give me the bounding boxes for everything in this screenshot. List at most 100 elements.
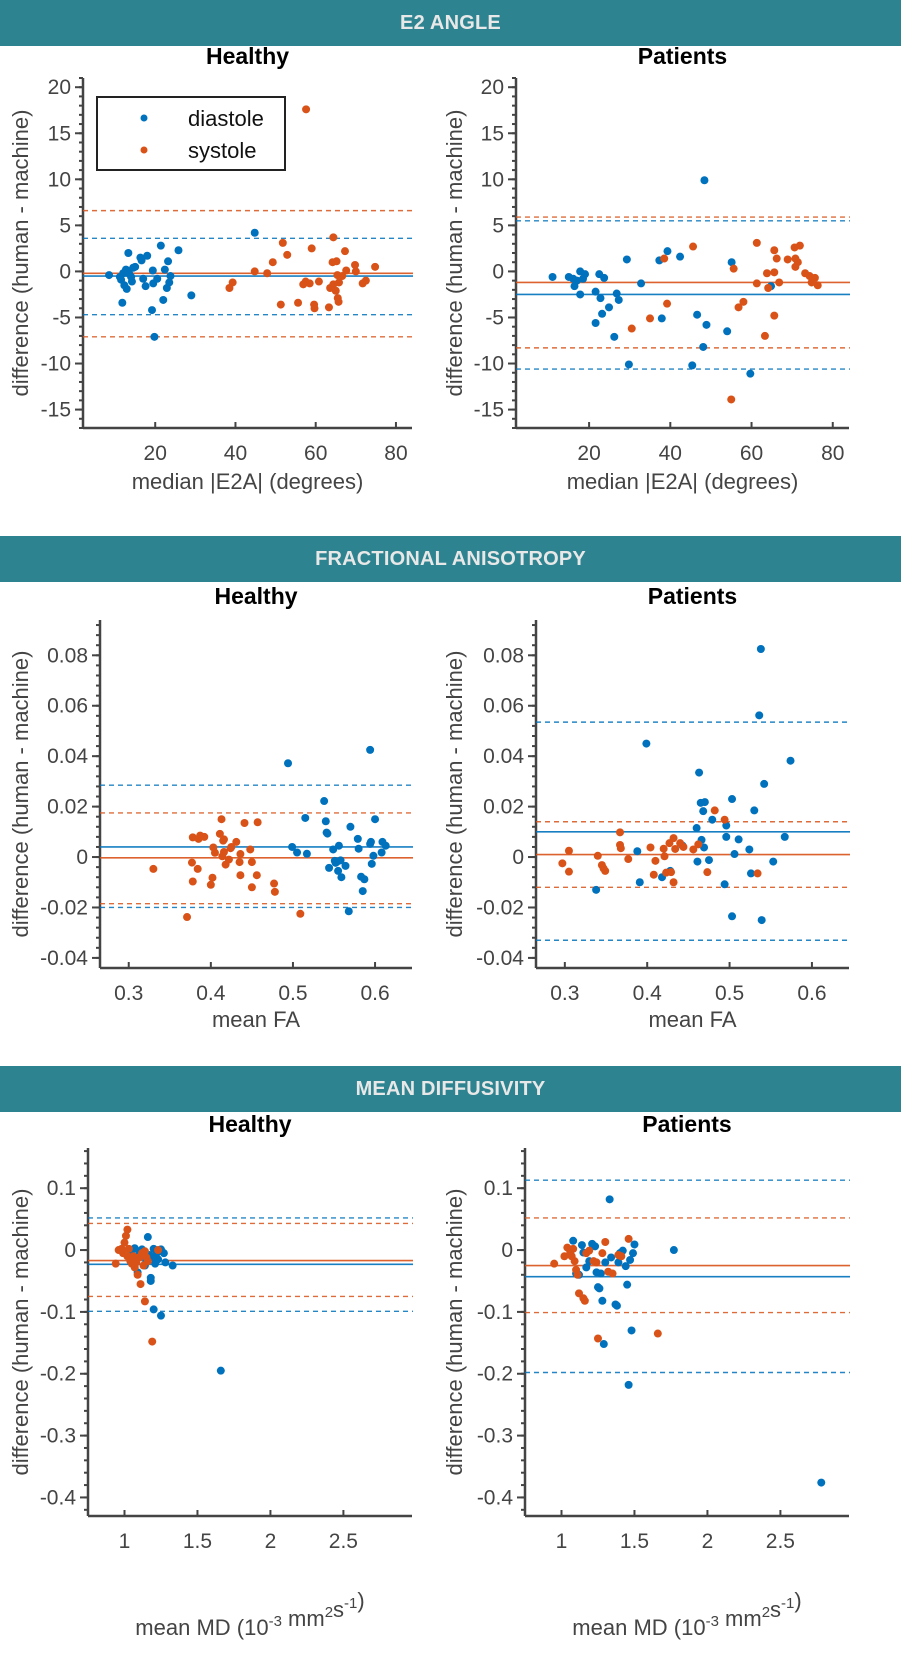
diastole-point xyxy=(346,822,355,831)
systole-point xyxy=(624,855,633,864)
x-tick-label: 0.6 xyxy=(360,982,389,1005)
diastole-point xyxy=(334,841,343,850)
systole-point xyxy=(283,250,292,259)
systole-point xyxy=(252,871,261,880)
diastole-point xyxy=(122,284,131,293)
systole-point xyxy=(371,262,380,271)
diastole-point xyxy=(700,176,709,185)
diastole-point xyxy=(137,256,146,265)
diastole-point xyxy=(598,1296,607,1305)
x-axis-label-part: mm xyxy=(282,1606,325,1631)
y-tick-label: 5 xyxy=(59,214,71,237)
systole-point xyxy=(669,834,678,843)
diastole-point xyxy=(695,768,704,777)
diastole-point xyxy=(727,258,736,267)
diastole-point xyxy=(591,287,600,296)
x-tick-label: 20 xyxy=(577,442,600,465)
systole-point xyxy=(585,1246,594,1255)
diastole-point xyxy=(630,1240,639,1249)
systole-point xyxy=(140,1247,149,1256)
panel-title: Patients xyxy=(642,1111,731,1137)
diastole-point xyxy=(699,342,708,351)
diastole-point xyxy=(369,851,378,860)
y-tick-label: 0.04 xyxy=(483,745,524,768)
diastole-point xyxy=(146,1276,155,1285)
diastole-point xyxy=(722,832,731,841)
systole-point xyxy=(351,267,360,276)
diastole-point xyxy=(688,361,697,370)
diastole-point xyxy=(325,863,334,872)
x-tick-label: 0.4 xyxy=(633,982,663,1005)
diastole-point xyxy=(321,817,330,826)
panel-title: Healthy xyxy=(206,43,289,69)
diastole-point xyxy=(334,866,343,875)
systole-point xyxy=(247,883,256,892)
systole-point xyxy=(133,1270,142,1279)
systole-point xyxy=(762,269,771,278)
diastole-point xyxy=(595,1284,604,1293)
diastole-point xyxy=(769,857,778,866)
diastole-point xyxy=(699,807,708,816)
diastole-point xyxy=(168,1261,177,1270)
systole-point xyxy=(573,1270,582,1279)
x-tick-label: 0.3 xyxy=(550,982,579,1005)
systole-point xyxy=(270,879,279,888)
diastole-point xyxy=(723,327,732,336)
x-tick-label: 1.5 xyxy=(620,1530,649,1553)
systole-point xyxy=(334,297,343,306)
systole-point xyxy=(734,303,743,312)
diastole-point xyxy=(166,272,175,281)
diastole-point xyxy=(159,295,168,304)
diastole-point xyxy=(143,251,152,260)
systole-point xyxy=(331,286,340,295)
diastole-point xyxy=(760,779,769,788)
systole-point xyxy=(351,260,360,269)
x-axis-label-part: mm xyxy=(719,1606,762,1631)
diastole-point xyxy=(693,310,702,319)
y-tick-label: -0.04 xyxy=(476,947,524,970)
diastole-point xyxy=(757,916,766,925)
legend-marker-diastole xyxy=(140,114,148,122)
diastole-point xyxy=(591,1242,600,1251)
systole-point xyxy=(616,828,625,837)
x-tick-label: 60 xyxy=(304,442,327,465)
y-tick-label: 0.1 xyxy=(484,1177,513,1200)
x-axis-label: mean FA xyxy=(648,1007,736,1032)
diastole-point xyxy=(642,739,651,748)
diastole-point xyxy=(663,247,672,256)
y-tick-label: 15 xyxy=(481,122,504,145)
systole-point xyxy=(752,279,761,288)
systole-point xyxy=(324,303,333,312)
diastole-point xyxy=(756,645,765,653)
systole-point xyxy=(764,284,773,292)
systole-point xyxy=(232,837,241,846)
x-axis-label-part: mean FA xyxy=(648,1007,736,1032)
systole-point xyxy=(123,1225,132,1234)
systole-point xyxy=(659,844,668,853)
systole-point xyxy=(329,233,338,242)
systole-point xyxy=(646,843,655,852)
diastole-point xyxy=(627,1326,636,1335)
systole-point xyxy=(240,819,249,827)
y-axis-label: difference (human - machine) xyxy=(8,110,33,397)
systole-point xyxy=(616,844,625,853)
diastole-point xyxy=(344,907,353,916)
x-tick-label: 1 xyxy=(119,1530,131,1553)
diastole-point xyxy=(750,806,759,815)
chart-panel-0: Healthy 20 15 10 5 0 -5 -10 -15 20 40 60 80 differenc… xyxy=(8,43,413,494)
diastole-point xyxy=(160,265,169,274)
chart-panel-2: Healthy 0.08 0.06 0.04 0.02 0 -0.02 -0.04 0.3 0.4… xyxy=(8,583,413,1032)
x-axis-label-part: mean FA xyxy=(212,1007,300,1032)
diastole-point xyxy=(692,824,701,833)
systole-point xyxy=(608,1269,617,1278)
diastole-point xyxy=(377,848,386,857)
legend-marker-systole xyxy=(140,146,148,154)
x-axis-label: mean FA xyxy=(212,1007,300,1032)
systole-point xyxy=(627,324,636,333)
systole-point xyxy=(206,880,215,889)
diastole-point xyxy=(366,745,375,754)
diastole-point xyxy=(704,856,713,865)
y-axis-label: difference (human - machine) xyxy=(8,1189,33,1476)
y-tick-label: -15 xyxy=(474,399,504,422)
diastole-point xyxy=(118,298,127,307)
